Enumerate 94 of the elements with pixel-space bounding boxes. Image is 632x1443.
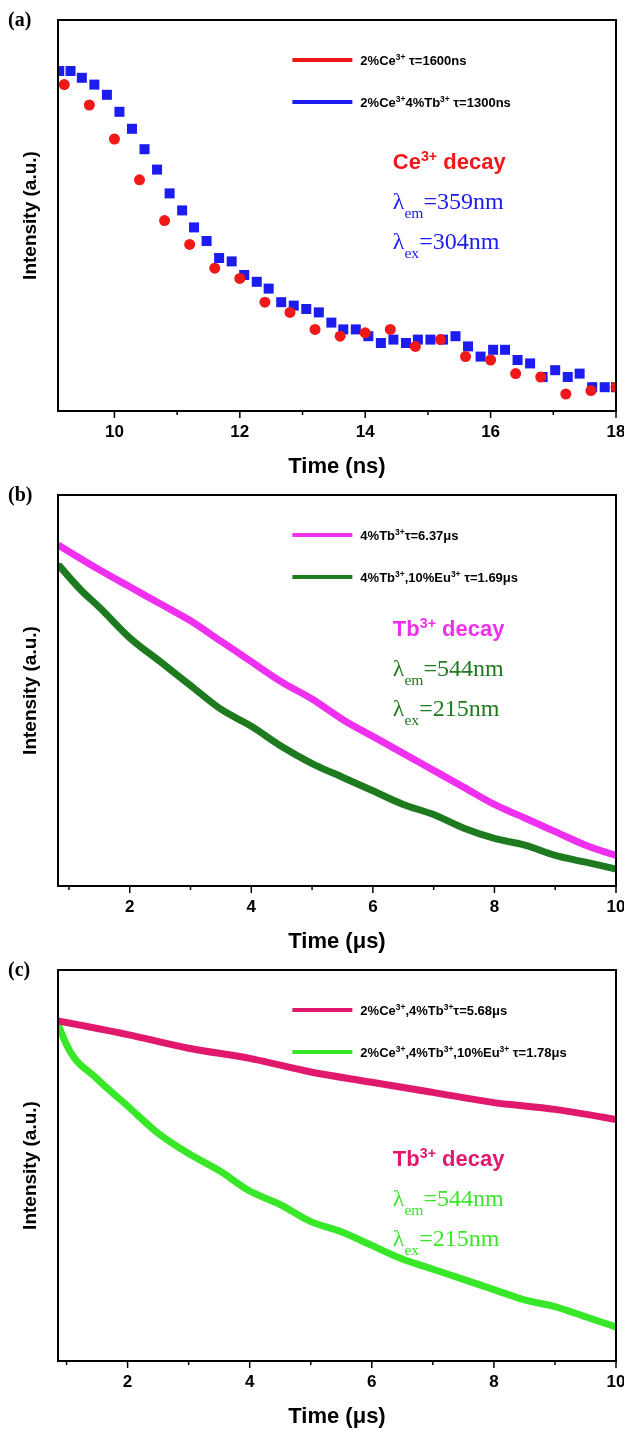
- point: [89, 79, 100, 90]
- x-tick-label: 10: [606, 1372, 626, 1391]
- point: [101, 89, 112, 100]
- point: [500, 344, 511, 355]
- point: [184, 238, 196, 250]
- point: [259, 296, 271, 308]
- point: [375, 338, 386, 348]
- legend-label: 4%Tb$^{3+}$,10%Eu$^{3+}$ τ=1.69μs: [360, 569, 519, 585]
- point: [425, 334, 436, 345]
- legend-label: 2%Ce$^{3+}$,4%Tb$^{3+}$τ=5.68μs: [360, 1002, 508, 1018]
- annotation: λ$_{em}$=359nm: [392, 187, 505, 221]
- point: [76, 72, 87, 83]
- point: [209, 262, 221, 274]
- point: [177, 205, 188, 216]
- point: [334, 330, 346, 342]
- point: [350, 324, 361, 335]
- point: [201, 236, 212, 246]
- point: [488, 344, 499, 355]
- y-axis-title: Intensity (a.u.): [19, 626, 40, 755]
- point: [164, 188, 175, 199]
- x-tick-label: 10: [104, 422, 124, 441]
- x-axis-title: Time (μs): [288, 1403, 386, 1428]
- point: [58, 79, 70, 91]
- point: [234, 272, 246, 284]
- point: [384, 323, 396, 335]
- point: [560, 388, 572, 400]
- point: [152, 164, 163, 175]
- point: [139, 144, 150, 155]
- point: [475, 351, 486, 362]
- x-tick-label: 10: [606, 897, 626, 916]
- point: [510, 368, 522, 380]
- point: [388, 334, 399, 345]
- x-tick-label: 8: [489, 1372, 499, 1391]
- chart-title: (a): [8, 8, 32, 31]
- legend-label: 4%Tb$^{3+}$τ=6.37μs: [360, 527, 459, 543]
- point: [301, 304, 312, 314]
- chart-title: (c): [8, 958, 31, 981]
- point: [450, 331, 461, 342]
- point: [463, 341, 474, 352]
- point: [276, 297, 287, 308]
- point: [326, 317, 337, 328]
- point: [409, 340, 421, 352]
- point: [313, 307, 324, 318]
- point: [83, 99, 95, 111]
- x-tick-label: 2: [122, 1372, 133, 1391]
- annotation: λ$_{ex}$=304nm: [392, 227, 500, 261]
- point: [525, 358, 536, 369]
- point: [214, 253, 225, 263]
- annotation: Ce$^{3+}$ decay: [392, 147, 507, 174]
- y-axis-title: Intensity (a.u.): [19, 1101, 40, 1230]
- point: [126, 123, 137, 134]
- point: [485, 354, 497, 366]
- point: [309, 323, 321, 335]
- chart-title: (b): [8, 483, 33, 506]
- legend-label: 2%Ce$^{3+}$4%Tb$^{3+}$ τ=1300ns: [360, 94, 511, 110]
- x-axis-title: Time (ns): [288, 453, 386, 478]
- point: [585, 385, 597, 397]
- point: [460, 351, 472, 363]
- x-tick-label: 6: [367, 1372, 377, 1391]
- annotation: λ$_{ex}$=215nm: [392, 1224, 500, 1257]
- point: [263, 283, 274, 294]
- x-tick-label: 4: [246, 897, 257, 916]
- annotation: Tb$^{3+}$ decay: [392, 614, 506, 641]
- annotation: λ$_{em}$=544nm: [392, 654, 505, 688]
- legend-label: 2%Ce$^{3+}$ τ=1600ns: [360, 52, 467, 68]
- annotation: λ$_{ex}$=215nm: [392, 694, 500, 728]
- annotation: λ$_{em}$=544nm: [392, 1184, 505, 1217]
- point: [134, 174, 146, 186]
- x-tick-label: 4: [244, 1372, 255, 1391]
- point: [359, 327, 371, 339]
- point: [574, 368, 585, 379]
- point: [562, 372, 573, 382]
- x-tick-label: 6: [368, 897, 378, 916]
- x-tick-label: 14: [355, 422, 376, 441]
- x-tick-label: 8: [489, 897, 500, 916]
- point: [65, 66, 76, 76]
- annotation: Tb$^{3+}$ decay: [392, 1144, 506, 1171]
- point: [251, 276, 262, 287]
- x-axis-title: Time (μs): [288, 928, 386, 953]
- point: [189, 222, 200, 233]
- point: [108, 133, 120, 145]
- point: [599, 382, 610, 393]
- x-tick-label: 16: [481, 422, 501, 441]
- point: [550, 365, 561, 376]
- point: [114, 106, 125, 117]
- point: [159, 215, 171, 227]
- point: [284, 306, 296, 318]
- point: [400, 338, 411, 348]
- legend-label: 2%Ce$^{3+}$,4%Tb$^{3+}$,10%Eu$^{3+}$ τ=1.78μs: [360, 1044, 567, 1060]
- point: [512, 355, 523, 365]
- point: [226, 256, 237, 267]
- y-axis-title: Intensity (a.u.): [19, 151, 40, 280]
- x-tick-label: 12: [230, 422, 250, 441]
- x-tick-label: 2: [124, 897, 135, 916]
